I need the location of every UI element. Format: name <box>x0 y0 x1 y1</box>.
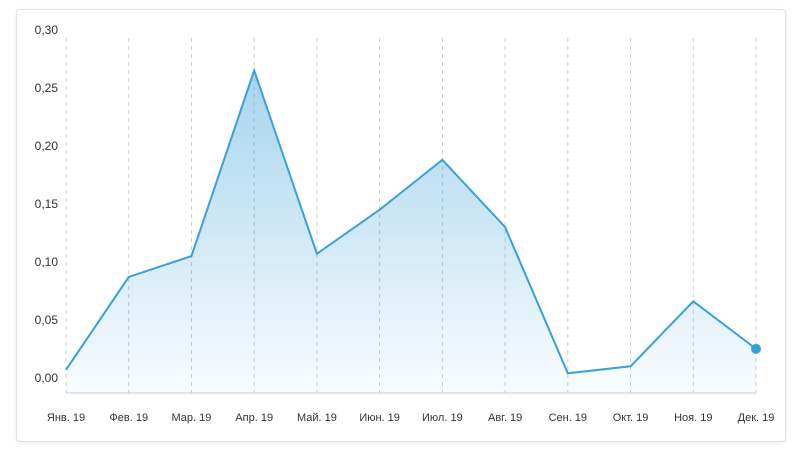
line <box>65 67 757 375</box>
x-tick-label: Янв. 19 <box>47 412 85 424</box>
y-tick-label: 0,15 <box>35 197 59 211</box>
y-tick-label: 0,05 <box>35 313 59 327</box>
x-tick-label: Июл. 19 <box>422 412 463 424</box>
x-tick-label: Мар. 19 <box>172 412 212 424</box>
y-tick-label: 0,20 <box>35 139 59 153</box>
y-tick-label: 0,30 <box>35 23 59 37</box>
x-tick-label: Дек. 19 <box>738 412 775 424</box>
y-tick-label: 0,25 <box>35 81 59 95</box>
y-tick-label: 0,00 <box>35 371 59 385</box>
y-tick-label: 0,10 <box>35 255 59 269</box>
x-tick-label: Окт. 19 <box>613 412 649 424</box>
x-tick-label: Апр. 19 <box>235 412 273 424</box>
area <box>66 70 756 393</box>
point <box>751 343 761 354</box>
x-tick-label: Фев. 19 <box>109 412 148 424</box>
x-tick-label: Авг. 19 <box>488 412 522 424</box>
x-tick-label: Сен. 19 <box>549 412 587 424</box>
x-tick-label: Ноя. 19 <box>674 412 712 424</box>
x-tick-label: Июн. 19 <box>359 412 400 424</box>
x-tick-label: Май. 19 <box>297 412 337 424</box>
